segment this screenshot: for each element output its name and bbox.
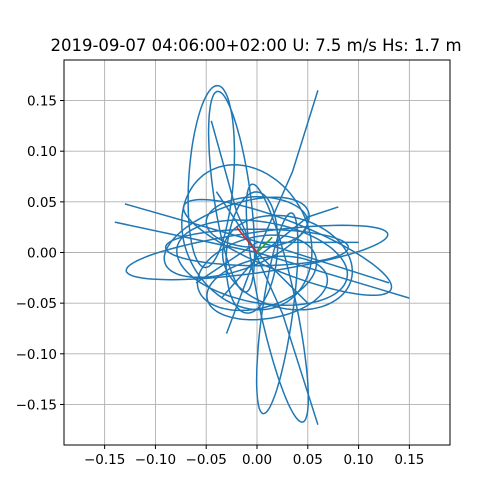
y-tick-label: −0.15 [16, 397, 57, 413]
y-tick-label: −0.10 [16, 347, 57, 363]
trajectory-segment [195, 241, 359, 284]
trajectory-segment [220, 206, 339, 299]
x-tick-label: −0.15 [84, 452, 125, 468]
trajectory-loop [207, 90, 256, 293]
ticks: −0.15 −0.10 −0.05 0.00 0.05 0.10 0.15 −0.15 −0.1… [16, 94, 425, 468]
trajectory-segment [124, 203, 390, 284]
trajectory-loop [163, 196, 310, 279]
plot-area [114, 84, 410, 425]
x-tick-label: −0.05 [186, 452, 227, 468]
x-tick-label: 0.15 [394, 452, 424, 468]
chart-title: 2019-09-07 04:06:00+02:00 U: 7.5 m/s Hs:… [50, 36, 461, 55]
x-tick-label: −0.10 [135, 452, 176, 468]
trajectory-loop [206, 255, 329, 321]
trajectory-loop [225, 191, 279, 314]
y-tick-label: 0.15 [27, 94, 57, 110]
trajectory-loop [187, 84, 236, 269]
x-tick-label: 0.00 [242, 452, 272, 468]
y-tick-label: −0.05 [16, 296, 57, 312]
y-tick-label: 0.00 [27, 246, 57, 262]
trajectory-segment [225, 90, 319, 334]
x-tick-label: 0.10 [344, 452, 374, 468]
trajectory-segment [210, 120, 319, 425]
trajectory-loop [181, 164, 313, 311]
trajectory-loop [205, 196, 309, 249]
green-vector [256, 236, 273, 254]
y-tick-label: 0.05 [27, 195, 57, 211]
y-tick-label: 0.10 [27, 144, 57, 160]
red-vector [236, 226, 258, 254]
trajectory-loop [255, 212, 299, 415]
x-tick-label: 0.05 [293, 452, 323, 468]
